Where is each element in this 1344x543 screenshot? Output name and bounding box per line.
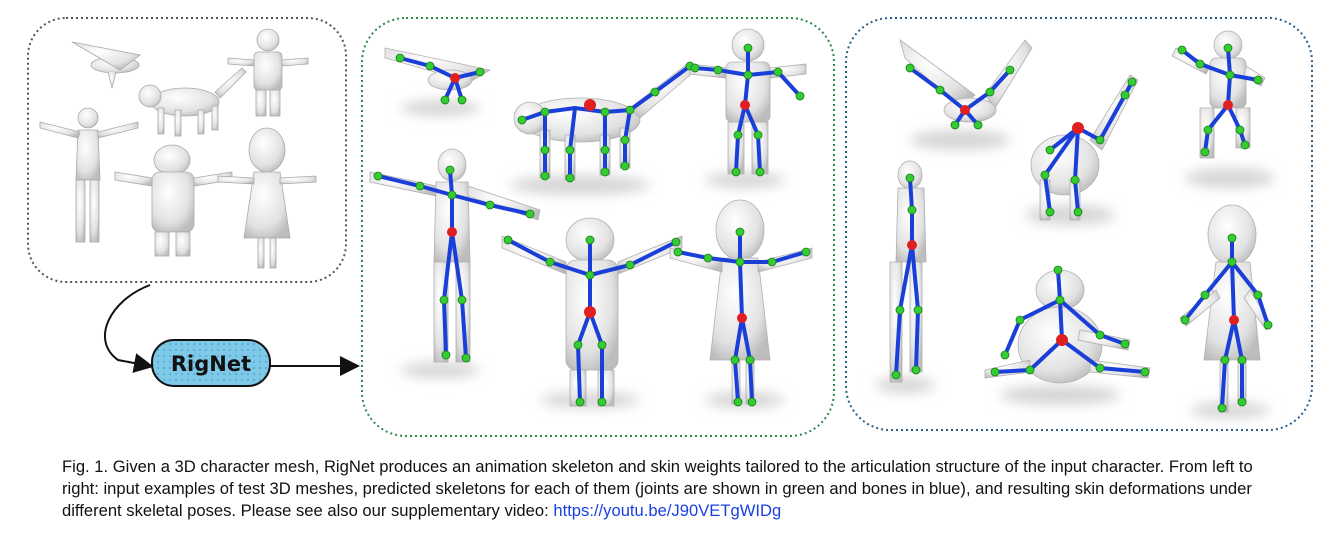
figure: RigNet [27, 17, 1313, 437]
caption-text: Given a 3D character mesh, RigNet produc… [62, 457, 1253, 520]
figure-caption: Fig. 1. Given a 3D character mesh, RigNe… [62, 456, 1292, 522]
input-girl-mesh [217, 127, 317, 269]
video-link[interactable]: https://youtu.be/J90VETgWIDg [553, 501, 782, 520]
deform-dog-mesh [984, 269, 1151, 384]
curve-arrow [103, 284, 154, 373]
rignet-label: RigNet [171, 352, 251, 376]
input-bird-mesh [71, 41, 141, 89]
pipeline-flow: RigNet [103, 284, 360, 387]
skeleton-panel [361, 17, 835, 437]
input-cat-mesh [138, 67, 247, 137]
rignet-box [151, 339, 271, 387]
input-boy-mesh [227, 28, 309, 117]
input-panel-border [27, 17, 347, 283]
caption-prefix: Fig. 1. [62, 457, 109, 476]
input-woman-mesh [39, 107, 139, 243]
skeleton-panel-border [361, 17, 835, 437]
input-meshes-panel [27, 17, 347, 283]
input-dogman-mesh [114, 144, 233, 257]
deformation-panel [845, 17, 1313, 431]
